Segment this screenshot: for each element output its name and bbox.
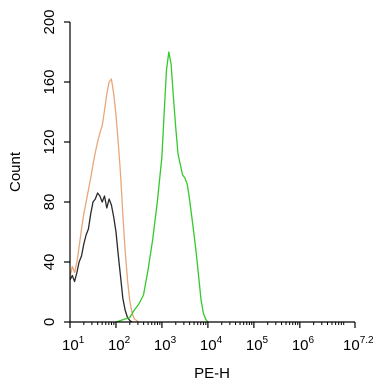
y-axis-ticks: 0 40 80 120 160 200: [41, 9, 70, 326]
x-tick-exponent: 2: [125, 335, 131, 346]
x-axis-label: PE-H: [194, 365, 230, 382]
y-tick-label: 40: [41, 254, 58, 271]
series-line-1: [69, 78, 140, 323]
series-line-3: [115, 51, 209, 323]
x-tick-exponent: 7.2: [360, 335, 374, 346]
x-tick-base: 10: [343, 337, 360, 354]
y-tick-label: 120: [41, 129, 58, 154]
x-tick-exponent: 4: [217, 335, 223, 346]
x-tick-base: 10: [292, 337, 309, 354]
x-tick-exponent: 6: [309, 335, 315, 346]
x-tick-label: 107.2: [343, 335, 374, 354]
x-tick-label: 101: [62, 335, 85, 354]
y-tick-label: 80: [41, 194, 58, 211]
y-axis-label: Count: [7, 151, 24, 192]
x-tick-base: 10: [154, 337, 171, 354]
x-tick-base: 10: [200, 337, 217, 354]
x-tick-label: 102: [108, 335, 131, 354]
x-tick-label: 105: [246, 335, 269, 354]
series-layer: [69, 51, 209, 323]
series-line-2: [69, 192, 133, 323]
y-tick-label: 0: [41, 318, 58, 326]
x-axis-ticks: 101 102 103 104 105 106 107.2: [62, 322, 374, 354]
x-tick-label: 104: [200, 335, 223, 354]
x-tick-exponent: 3: [171, 335, 177, 346]
x-tick-label: 106: [292, 335, 315, 354]
x-tick-base: 10: [246, 337, 263, 354]
x-tick-exponent: 5: [263, 335, 269, 346]
x-tick-label: 103: [154, 335, 177, 354]
y-tick-label: 160: [41, 69, 58, 94]
x-tick-base: 10: [108, 337, 125, 354]
y-tick-label: 200: [41, 9, 58, 34]
x-tick-exponent: 1: [79, 335, 85, 346]
x-tick-base: 10: [62, 337, 79, 354]
